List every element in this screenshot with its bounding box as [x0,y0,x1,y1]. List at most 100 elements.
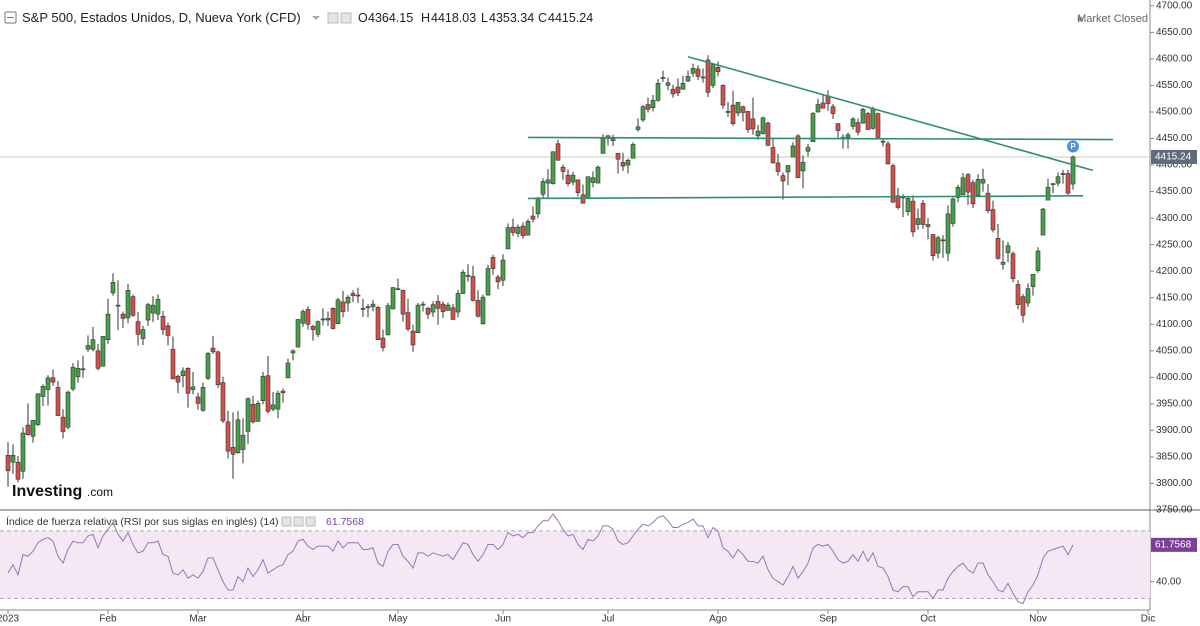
candle-body [1005,245,1011,253]
rsi-line [7,513,1074,605]
candle-body [80,368,86,371]
candle-body [265,375,271,412]
candle-body [585,176,591,199]
rsi-more-icon[interactable] [305,516,316,527]
candle-body [1065,173,1071,194]
high-value: 4418.03 [431,11,476,25]
candle-body [1055,176,1061,184]
candle-body [130,296,136,316]
x-tick-label: Jul [602,614,615,625]
x-tick-label: Feb [99,614,117,625]
candle-body [805,147,811,152]
candle-body [860,109,866,124]
candle-body [1030,274,1036,287]
candle-body [780,175,786,182]
candle-body [885,143,891,165]
candle-body [155,299,161,315]
candle-body [355,294,361,297]
x-tick-label: Mar [189,614,207,625]
candle-body [305,309,311,325]
candle-body [420,303,426,306]
candle-body [575,179,581,193]
candle-body [5,455,11,472]
candle-body [1010,253,1016,279]
candle-body [890,165,896,203]
candle-body [75,368,81,378]
candle-body [735,102,741,114]
candle-body [945,213,951,254]
candle-body [220,382,226,422]
candle-body [960,177,966,196]
candle-body [730,104,736,124]
candle-body [395,288,401,290]
settings-icon[interactable] [327,12,339,24]
open-letter: O [358,11,368,25]
candle-body [650,100,656,109]
candle-body [940,239,946,242]
candle-body [335,299,341,325]
rsi-close-icon[interactable] [293,516,304,527]
y-tick-label: 4050.00 [1156,345,1193,356]
candle-body [565,174,571,184]
candle-body [975,179,981,196]
candle-body [485,268,491,296]
candle-body [360,308,366,310]
candle-body [350,293,356,296]
candle-body [880,140,886,143]
y-tick-label: 3900.00 [1156,425,1193,436]
candle-body [400,289,406,315]
candle-body [435,301,441,309]
candle-body [810,113,816,142]
candle-body [310,326,316,330]
candle-body [450,307,456,320]
candle-body [700,76,706,79]
candle-body [760,117,766,135]
y-tick-label: 4650.00 [1156,27,1193,38]
title-dropdown[interactable] [312,16,320,20]
candle-body [295,319,301,348]
candle-body [415,304,421,334]
candle-body [285,362,291,379]
candle-body [620,162,626,167]
candle-body [985,192,991,211]
logo-suffix: .com [87,485,113,499]
collapse-icon[interactable] [4,11,17,24]
candle-body [545,179,551,184]
rsi-settings-icon[interactable] [281,516,292,527]
candle-body [690,68,696,74]
candle-body [195,396,201,404]
x-tick-label: Nov [1029,614,1047,625]
candle-body [550,151,556,184]
candle-body [65,391,71,428]
x-tick-label: Ago [709,614,727,625]
candle-body [915,218,921,225]
candle-body [300,311,306,324]
close-icon[interactable] [340,12,352,24]
candle-body [870,108,876,129]
rsi-current-value: 61.7568 [326,516,364,528]
candle-body [85,345,91,350]
candle-body [1025,288,1031,304]
candle-body [800,162,806,172]
candle-body [380,337,386,348]
candle-body [905,198,911,213]
candle-body [595,166,601,184]
candle-body [980,179,986,184]
event-marker [1067,140,1079,153]
instrument-title: S&P 500, Estados Unidos, D, Nueva York (… [22,10,301,25]
candle-body [1000,261,1006,265]
candle-body [325,318,331,321]
candle-body [970,182,976,205]
candle-body [100,336,106,367]
candle-body [1020,296,1026,316]
y-tick-label: 4300.00 [1156,213,1193,224]
candle-body [995,237,1001,259]
last-price-box [1151,149,1197,164]
candle-body [530,215,536,220]
candle-body [845,134,851,138]
candle-body [345,296,351,304]
candle-body [445,304,451,311]
candle-body [540,181,546,195]
candle-body [275,392,281,410]
